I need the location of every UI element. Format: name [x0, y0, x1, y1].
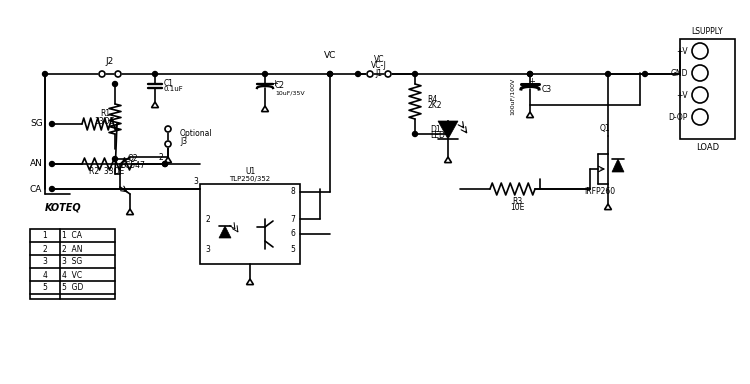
Text: KOTEQ: KOTEQ: [45, 203, 82, 213]
Circle shape: [50, 121, 55, 126]
Text: R2  33OE: R2 33OE: [89, 167, 124, 177]
Polygon shape: [438, 121, 458, 139]
Circle shape: [527, 71, 532, 76]
Text: +V: +V: [676, 91, 688, 99]
Text: R4: R4: [427, 94, 437, 104]
Circle shape: [527, 71, 532, 76]
Text: 2  AN: 2 AN: [62, 245, 82, 253]
Circle shape: [43, 71, 47, 76]
Text: 8: 8: [290, 187, 295, 197]
Text: Optional: Optional: [180, 129, 213, 139]
Text: +: +: [272, 79, 278, 88]
Circle shape: [413, 71, 418, 76]
Text: BC547: BC547: [121, 162, 146, 170]
Circle shape: [643, 71, 647, 76]
Text: 3: 3: [205, 245, 210, 253]
Text: C3: C3: [542, 84, 552, 93]
Text: C2: C2: [275, 81, 285, 91]
Text: Q1: Q1: [600, 124, 610, 134]
Text: 2K2: 2K2: [427, 101, 442, 111]
Text: VC-J: VC-J: [371, 61, 387, 71]
Circle shape: [165, 141, 171, 147]
Text: 10E: 10E: [510, 204, 525, 212]
Text: LOAD: LOAD: [696, 142, 719, 152]
Bar: [680, 39, 735, 139]
Text: VC: VC: [374, 55, 384, 63]
Text: 100uF/100V: 100uF/100V: [509, 77, 515, 115]
Bar: [200, 184, 300, 264]
Circle shape: [385, 71, 391, 77]
Text: AN: AN: [30, 159, 43, 169]
Polygon shape: [612, 159, 624, 172]
Bar: [30, 229, 115, 299]
Text: 3: 3: [194, 177, 198, 187]
Text: R1: R1: [100, 109, 110, 119]
Text: 10uF/35V: 10uF/35V: [275, 91, 304, 96]
Text: 5  GD: 5 GD: [62, 283, 83, 293]
Circle shape: [328, 71, 332, 76]
Text: 5: 5: [43, 283, 47, 293]
Text: TLP250/352: TLP250/352: [230, 176, 271, 182]
Text: D1: D1: [430, 124, 441, 134]
Text: 2: 2: [205, 215, 210, 223]
Text: 6: 6: [290, 230, 295, 238]
Text: U1: U1: [244, 167, 255, 177]
Text: 5: 5: [290, 245, 295, 253]
Text: J2: J2: [106, 58, 114, 66]
Text: 7: 7: [290, 215, 295, 223]
Circle shape: [163, 162, 167, 167]
Circle shape: [152, 71, 157, 76]
Text: GND: GND: [670, 68, 688, 78]
Text: 4  VC: 4 VC: [62, 270, 82, 280]
Circle shape: [356, 71, 361, 76]
Polygon shape: [219, 226, 231, 238]
Text: 3  SG: 3 SG: [62, 258, 82, 266]
Text: 1: 1: [43, 232, 47, 240]
Circle shape: [99, 71, 105, 77]
Text: J1: J1: [376, 68, 382, 78]
Text: D-OP: D-OP: [669, 113, 688, 121]
Circle shape: [605, 71, 610, 76]
Circle shape: [413, 131, 418, 136]
Circle shape: [165, 126, 171, 132]
Text: Q2: Q2: [128, 154, 138, 164]
Circle shape: [50, 162, 55, 167]
Text: IRFP260: IRFP260: [584, 187, 616, 197]
Text: 3: 3: [43, 258, 47, 266]
Text: CA: CA: [30, 184, 42, 194]
Text: VC: VC: [324, 51, 336, 61]
Circle shape: [692, 65, 708, 81]
Text: 33OE: 33OE: [94, 116, 116, 126]
Circle shape: [163, 162, 167, 167]
Text: R3: R3: [512, 197, 523, 205]
Text: +V: +V: [676, 46, 688, 56]
Text: 0.1uF: 0.1uF: [164, 86, 184, 92]
Text: SG: SG: [30, 119, 43, 129]
Text: LSUPPLY: LSUPPLY: [692, 26, 723, 35]
Circle shape: [50, 187, 55, 192]
Circle shape: [367, 71, 373, 77]
Text: 2: 2: [158, 152, 163, 162]
Text: C1: C1: [164, 79, 174, 88]
Text: 2: 2: [43, 245, 47, 253]
Circle shape: [692, 43, 708, 59]
Text: 1  CA: 1 CA: [62, 232, 82, 240]
Text: +: +: [529, 78, 536, 86]
Circle shape: [692, 87, 708, 103]
Circle shape: [112, 81, 118, 86]
Circle shape: [328, 71, 332, 76]
Circle shape: [262, 71, 268, 76]
Text: J3: J3: [180, 136, 188, 146]
Circle shape: [692, 109, 708, 125]
Text: 4: 4: [43, 270, 47, 280]
Circle shape: [115, 71, 121, 77]
Circle shape: [112, 157, 118, 162]
Text: LED: LED: [430, 131, 445, 141]
